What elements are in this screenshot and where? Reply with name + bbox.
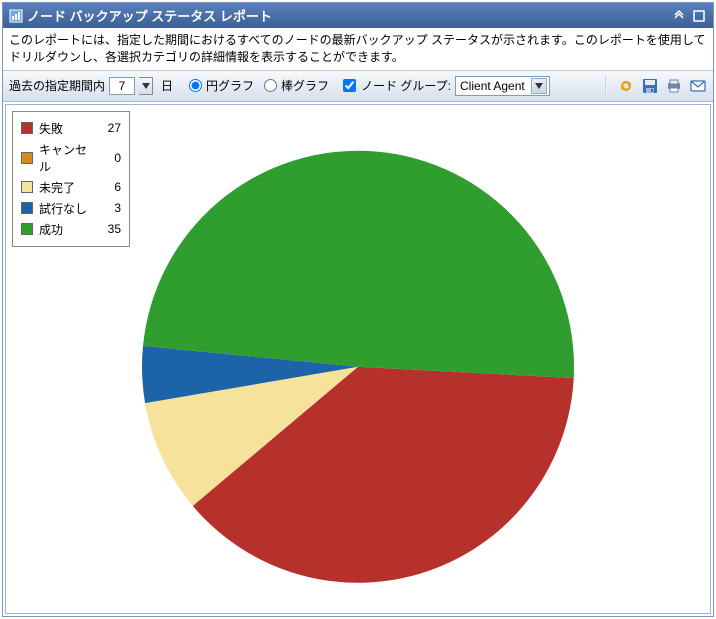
period-label: 過去の指定期間内 (9, 77, 105, 94)
legend-swatch (21, 202, 33, 214)
collapse-icon[interactable] (671, 9, 687, 23)
legend-label: 成功 (39, 221, 95, 238)
legend-item[interactable]: 失敗 27 (21, 118, 121, 139)
period-unit: 日 (161, 77, 173, 94)
legend-value: 27 (101, 121, 121, 135)
window-title: ノード バックアップ ステータス レポート (27, 6, 272, 25)
legend-label: キャンセル (39, 141, 95, 175)
radio-pie-input[interactable] (189, 79, 202, 92)
radio-pie-chart[interactable]: 円グラフ (183, 77, 254, 94)
radio-bar-chart[interactable]: 棒グラフ (258, 77, 329, 94)
titlebar: ノード バックアップ ステータス レポート (3, 3, 713, 28)
legend-item[interactable]: 試行なし 3 (21, 198, 121, 219)
legend-value: 0 (101, 151, 121, 165)
period-stepper[interactable] (139, 77, 153, 95)
save-icon[interactable] (641, 77, 659, 95)
pie-slice[interactable] (143, 150, 574, 377)
legend-swatch (21, 122, 33, 134)
legend-label: 失敗 (39, 120, 95, 137)
legend-swatch (21, 181, 33, 193)
toolbar-divider (605, 75, 607, 97)
chart-area: 失敗 27 キャンセル 0 未完了 6 試行なし 3 成功 35 (5, 104, 711, 614)
legend-label: 試行なし (39, 200, 95, 217)
legend-item[interactable]: 成功 35 (21, 219, 121, 240)
node-group-label: ノード グループ: (361, 77, 451, 94)
email-icon[interactable] (689, 77, 707, 95)
legend-swatch (21, 223, 33, 235)
report-window: ノード バックアップ ステータス レポート このレポートには、指定した期間におけ… (2, 2, 714, 617)
node-group-checkbox-wrap[interactable]: ノード グループ: (339, 76, 451, 95)
radio-pie-label: 円グラフ (206, 77, 254, 94)
legend-value: 3 (101, 201, 121, 215)
chevron-down-icon (531, 78, 547, 94)
pie-chart (128, 136, 588, 599)
radio-bar-input[interactable] (264, 79, 277, 92)
radio-bar-label: 棒グラフ (281, 77, 329, 94)
legend-value: 6 (101, 180, 121, 194)
legend-item[interactable]: 未完了 6 (21, 177, 121, 198)
period-input[interactable] (109, 77, 135, 95)
node-group-checkbox[interactable] (343, 79, 356, 92)
print-icon[interactable] (665, 77, 683, 95)
legend-item[interactable]: キャンセル 0 (21, 139, 121, 177)
legend: 失敗 27 キャンセル 0 未完了 6 試行なし 3 成功 35 (12, 111, 130, 247)
node-group-select[interactable]: Client Agent (455, 76, 550, 96)
legend-value: 35 (101, 222, 121, 236)
maximize-icon[interactable] (691, 9, 707, 23)
node-group-value: Client Agent (460, 79, 525, 93)
legend-swatch (21, 152, 33, 164)
refresh-icon[interactable] (617, 77, 635, 95)
report-description: このレポートには、指定した期間におけるすべてのノードの最新バックアップ ステータ… (3, 28, 713, 71)
toolbar: 過去の指定期間内 日 円グラフ 棒グラフ ノード グループ: Client Ag… (3, 71, 713, 102)
legend-label: 未完了 (39, 179, 95, 196)
report-icon (9, 9, 23, 23)
